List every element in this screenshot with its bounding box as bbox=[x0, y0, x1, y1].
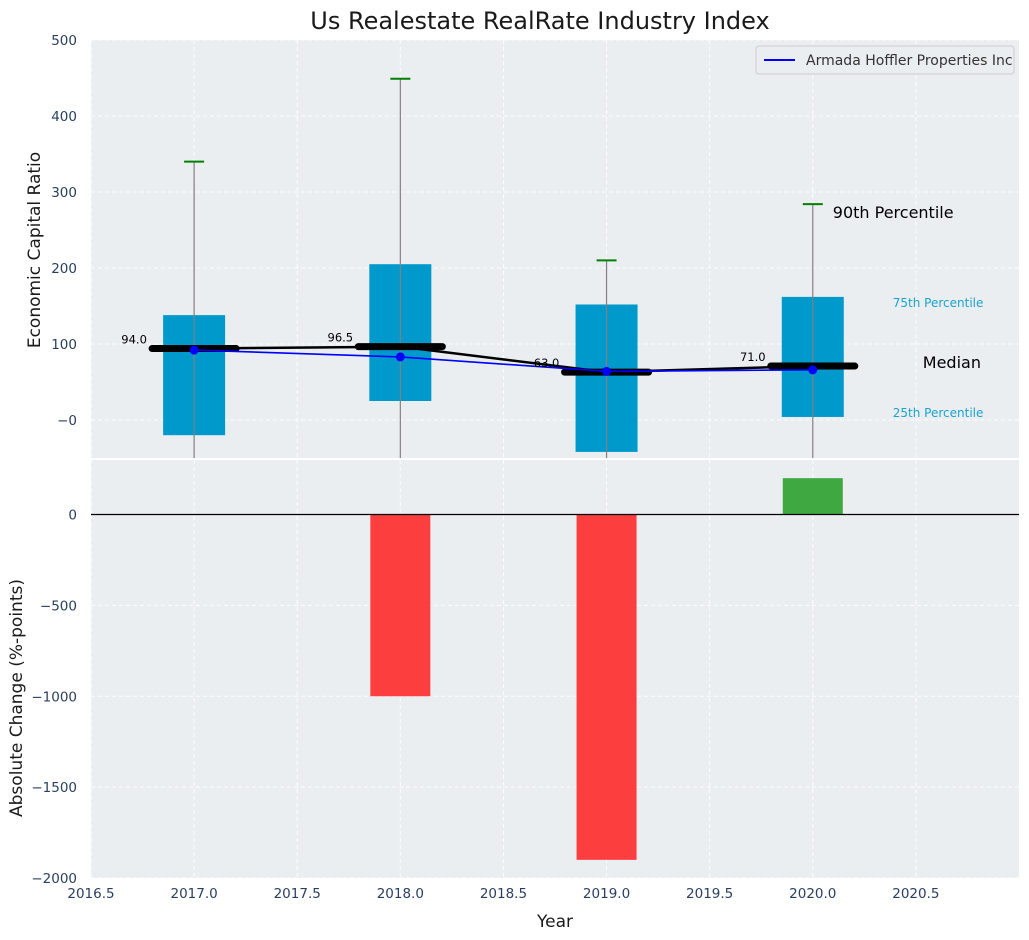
top-plot-panel: −0 100 200 300 400 500 94.0 96.5 63.0 71.0 90th … bbox=[25, 33, 1019, 458]
annotation-90th-percentile: 90th Percentile bbox=[833, 203, 954, 222]
median-label-group: 94.0 96.5 63.0 71.0 bbox=[121, 331, 765, 370]
x-tick-label: 2017.5 bbox=[274, 886, 321, 902]
box-plot-group bbox=[148, 77, 859, 458]
company-series-point bbox=[189, 345, 199, 355]
top-y-tick-label: −0 bbox=[57, 413, 77, 429]
x-tick-label: 2020.0 bbox=[789, 886, 836, 902]
change-bar-group bbox=[370, 478, 843, 860]
legend: Armada Hoffler Properties Inc bbox=[755, 45, 1015, 75]
bottom-y-axis-label: Absolute Change (%-points) bbox=[7, 579, 27, 817]
top-grid bbox=[90, 39, 1019, 458]
legend-frame bbox=[755, 45, 1015, 75]
annotation-25th-percentile: 25th Percentile bbox=[893, 406, 984, 420]
median-trend-line bbox=[194, 345, 813, 374]
top-y-tick-label: 400 bbox=[51, 109, 77, 125]
company-series-point bbox=[395, 352, 405, 362]
x-axis-label: Year bbox=[536, 912, 573, 932]
x-tick-label: 2016.5 bbox=[67, 886, 114, 902]
top-y-tick-label: 100 bbox=[51, 337, 77, 353]
median-value-label: 94.0 bbox=[121, 333, 147, 347]
x-tick-label: 2019.5 bbox=[686, 886, 733, 902]
x-tick-label: 2019.0 bbox=[583, 886, 630, 902]
legend-entry-label: Armada Hoffler Properties Inc bbox=[806, 53, 1013, 69]
top-y-tick-labels: −0 100 200 300 400 500 bbox=[51, 33, 77, 429]
company-series-group bbox=[189, 345, 818, 376]
bottom-y-tick-label: 0 bbox=[68, 508, 77, 524]
negative-change-bar bbox=[576, 514, 637, 860]
annotation-75th-percentile: 75th Percentile bbox=[893, 296, 984, 310]
bottom-y-tick-label: −500 bbox=[40, 598, 77, 614]
bottom-y-tick-label: −1500 bbox=[31, 780, 77, 796]
x-tick-label: 2018.0 bbox=[377, 886, 424, 902]
median-value-label: 63.0 bbox=[534, 356, 560, 370]
top-y-axis-label: Economic Capital Ratio bbox=[25, 152, 45, 348]
x-tick-labels: 2016.5 2017.0 2017.5 2018.0 2018.5 2019.0 2019… bbox=[67, 886, 939, 902]
chart-title: Us Realestate RealRate Industry Index bbox=[310, 7, 769, 35]
median-value-label: 96.5 bbox=[328, 331, 354, 345]
bottom-y-tick-label: −1000 bbox=[31, 689, 77, 705]
x-tick-label: 2017.0 bbox=[170, 886, 217, 902]
top-y-tick-label: 200 bbox=[51, 261, 77, 277]
median-value-label: 71.0 bbox=[740, 350, 766, 364]
positive-change-bar bbox=[782, 478, 843, 515]
x-tick-label: 2020.5 bbox=[892, 886, 939, 902]
annotation-median: Median bbox=[923, 353, 981, 372]
top-y-tick-label: 500 bbox=[51, 33, 77, 49]
top-y-tick-label: 300 bbox=[51, 185, 77, 201]
top-plot-background bbox=[91, 40, 1019, 458]
company-series-line bbox=[194, 349, 813, 373]
x-tick-label: 2018.5 bbox=[480, 886, 527, 902]
company-series-point bbox=[602, 366, 612, 376]
company-series-point bbox=[808, 365, 818, 375]
bottom-y-tick-label: −2000 bbox=[31, 871, 77, 887]
bottom-y-tick-labels: −2000 −1500 −1000 −500 0 bbox=[31, 508, 77, 887]
bottom-plot-background bbox=[91, 460, 1019, 878]
percentile-annotations: 90th Percentile 75th Percentile Median 2… bbox=[833, 203, 984, 420]
negative-change-bar bbox=[370, 514, 431, 697]
